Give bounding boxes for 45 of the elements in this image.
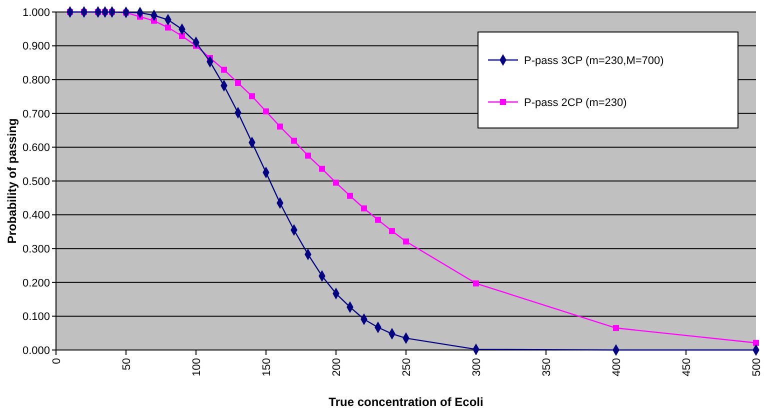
x-tick-label: 200 bbox=[331, 358, 343, 376]
y-tick-label: 0.600 bbox=[22, 142, 50, 154]
point bbox=[277, 124, 283, 130]
x-tick-label: 300 bbox=[471, 358, 483, 376]
y-tick-label: 0.800 bbox=[22, 74, 50, 86]
x-tick-label: 150 bbox=[261, 358, 273, 376]
point bbox=[361, 205, 367, 212]
y-tick-label: 0.700 bbox=[22, 108, 50, 120]
x-axis-title: True concentration of Ecoli bbox=[328, 395, 484, 409]
y-tick-label: 1.000 bbox=[22, 6, 50, 19]
y-axis-title: Probability of passing bbox=[5, 118, 19, 244]
y-tick-label: 0.000 bbox=[22, 344, 50, 357]
point bbox=[753, 340, 759, 346]
point bbox=[165, 24, 171, 31]
point bbox=[473, 280, 479, 286]
point bbox=[249, 93, 255, 100]
point bbox=[375, 216, 381, 223]
x-tick-label: 400 bbox=[611, 358, 623, 376]
point bbox=[403, 238, 409, 244]
point bbox=[291, 138, 297, 144]
point bbox=[613, 325, 619, 332]
point bbox=[221, 66, 227, 73]
point bbox=[305, 152, 311, 159]
x-tick-label: 500 bbox=[751, 358, 763, 376]
legend-label: P-pass 2CP (m=230) bbox=[524, 96, 627, 109]
y-tick-label: 0.100 bbox=[22, 311, 50, 324]
legend-label: P-pass 3CP (m=230,M=700) bbox=[524, 54, 664, 67]
point bbox=[319, 166, 325, 172]
point bbox=[333, 180, 339, 186]
point bbox=[389, 228, 395, 234]
y-tick-label: 0.200 bbox=[22, 277, 50, 290]
x-tick-label: 350 bbox=[541, 358, 553, 376]
x-tick-label: 450 bbox=[681, 358, 693, 376]
point bbox=[235, 80, 241, 86]
x-tick-label: 100 bbox=[191, 358, 203, 376]
y-tick-label: 0.400 bbox=[22, 210, 50, 222]
point bbox=[179, 33, 185, 39]
y-tick-label: 0.900 bbox=[22, 40, 50, 53]
x-tick-label: 0 bbox=[51, 358, 63, 364]
x-tick-label: 50 bbox=[121, 358, 133, 370]
point bbox=[263, 108, 269, 114]
y-tick-label: 0.300 bbox=[22, 243, 50, 256]
point bbox=[347, 192, 353, 199]
x-tick-label: 250 bbox=[401, 358, 413, 376]
y-tick-label: 0.500 bbox=[22, 176, 50, 188]
